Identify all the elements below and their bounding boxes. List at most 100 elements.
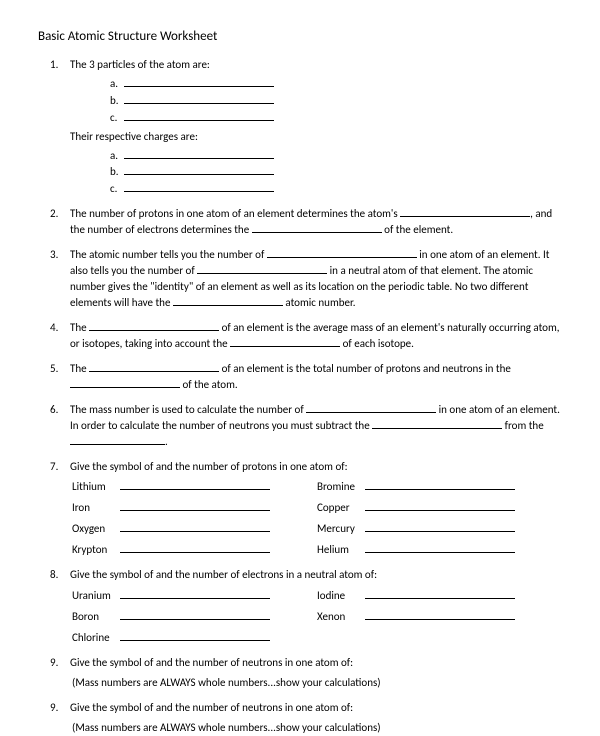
letter: c. — [110, 181, 124, 197]
element-label: Helium — [317, 542, 365, 558]
question-4: 4. The of an element is the average mass… — [56, 320, 562, 352]
question-9a: 9. Give the symbol of and the number of … — [56, 655, 562, 691]
blank-line[interactable] — [124, 165, 274, 175]
blank-line[interactable] — [372, 419, 502, 429]
element-label: Boron — [72, 609, 120, 625]
element-col: Bromine — [317, 479, 562, 495]
blank-line[interactable] — [120, 543, 270, 553]
q-text: Give the symbol of and the number of neu… — [70, 701, 353, 714]
blank-line[interactable] — [70, 435, 165, 445]
q-num: 6. — [50, 402, 58, 418]
element-col: Oxygen — [72, 521, 317, 537]
element-col: Uranium — [72, 588, 317, 604]
q-text: The atomic number tells you the number o… — [70, 248, 267, 261]
q-text: atomic number. — [283, 296, 356, 309]
letter: a. — [110, 148, 124, 164]
element-row: IronCopper — [70, 500, 562, 516]
element-col: Iodine — [317, 588, 562, 604]
element-label: Oxygen — [72, 521, 120, 537]
blank-line[interactable] — [124, 111, 274, 121]
element-label: Iodine — [317, 588, 365, 604]
q-num: 1. — [50, 57, 58, 73]
q-num: 7. — [50, 459, 58, 475]
q-text: The 3 particles of the atom are: — [70, 58, 210, 71]
question-7: 7. Give the symbol of and the number of … — [56, 459, 562, 559]
letter: c. — [110, 110, 124, 126]
blank-line[interactable] — [124, 149, 274, 159]
blank-line[interactable] — [120, 589, 270, 599]
blank-line[interactable] — [365, 501, 515, 511]
blank-line[interactable] — [252, 223, 382, 233]
element-row: Lithium Bromine — [70, 479, 562, 495]
q-note: (Mass numbers are ALWAYS whole numbers..… — [70, 675, 562, 691]
element-label: Krypton — [72, 542, 120, 558]
blank-line[interactable] — [120, 522, 270, 532]
sub-b: b. — [110, 164, 562, 180]
blank-line[interactable] — [230, 337, 340, 347]
q-text: from the — [502, 419, 544, 432]
blank-line[interactable] — [306, 403, 436, 413]
q-text: of the atom. — [180, 378, 238, 391]
blank-line[interactable] — [89, 362, 219, 372]
element-col: Lithium — [72, 479, 317, 495]
blank-line[interactable] — [120, 501, 270, 511]
blank-line[interactable] — [120, 631, 270, 641]
element-col — [317, 630, 562, 646]
blank-line[interactable] — [365, 480, 515, 490]
q-num: 8. — [50, 567, 58, 583]
blank-line[interactable] — [267, 248, 417, 258]
element-row: Chlorine — [70, 630, 562, 646]
blank-line[interactable] — [365, 589, 515, 599]
element-col: Iron — [72, 500, 317, 516]
q-text: of the element. — [382, 223, 453, 236]
question-2: 2. The number of protons in one atom of … — [56, 206, 562, 238]
element-col: Xenon — [317, 609, 562, 625]
element-col: Krypton — [72, 542, 317, 558]
blank-line[interactable] — [124, 77, 274, 87]
question-1: 1. The 3 particles of the atom are: a. b… — [56, 57, 562, 198]
q-text: Give the symbol of and the number of ele… — [70, 568, 377, 581]
q-num: 4. — [50, 320, 58, 336]
blank-line[interactable] — [70, 378, 180, 388]
sublist-charges: a. b. c. — [70, 148, 562, 198]
question-list: 1. The 3 particles of the atom are: a. b… — [38, 57, 562, 736]
element-label: Xenon — [317, 609, 365, 625]
q-text: . — [165, 435, 168, 448]
q-note: (Mass numbers are ALWAYS whole numbers..… — [70, 720, 562, 736]
sub-a: a. — [110, 76, 562, 92]
blank-line[interactable] — [120, 610, 270, 620]
element-col: Boron — [72, 609, 317, 625]
question-9b: 9. Give the symbol of and the number of … — [56, 700, 562, 736]
element-label: Bromine — [317, 479, 365, 495]
sub-c: c. — [110, 110, 562, 126]
element-label: Lithium — [72, 479, 120, 495]
element-row: Oxygen Mercury — [70, 521, 562, 537]
blank-line[interactable] — [89, 321, 219, 331]
q-text: of an element is the total number of pro… — [219, 362, 511, 375]
element-label: Chlorine — [72, 630, 120, 646]
element-label: Copper — [317, 500, 365, 516]
sub-c: c. — [110, 181, 562, 197]
blank-line[interactable] — [124, 182, 274, 192]
question-6: 6. The mass number is used to calculate … — [56, 402, 562, 450]
q-num: 2. — [50, 206, 58, 222]
question-8: 8. Give the symbol of and the number of … — [56, 567, 562, 646]
element-label: Uranium — [72, 588, 120, 604]
element-label: Mercury — [317, 521, 365, 537]
blank-line[interactable] — [365, 522, 515, 532]
element-row: Boron Xenon — [70, 609, 562, 625]
letter: a. — [110, 76, 124, 92]
blank-line[interactable] — [365, 610, 515, 620]
blank-line[interactable] — [173, 296, 283, 306]
sub-b: b. — [110, 93, 562, 109]
blank-line[interactable] — [365, 543, 515, 553]
element-row: Uranium Iodine — [70, 588, 562, 604]
letter: b. — [110, 93, 124, 109]
blank-line[interactable] — [124, 94, 274, 104]
blank-line[interactable] — [400, 207, 530, 217]
element-col: Helium — [317, 542, 562, 558]
q-text: The — [70, 362, 89, 375]
q-text: The — [70, 321, 89, 334]
blank-line[interactable] — [197, 264, 327, 274]
blank-line[interactable] — [120, 480, 270, 490]
